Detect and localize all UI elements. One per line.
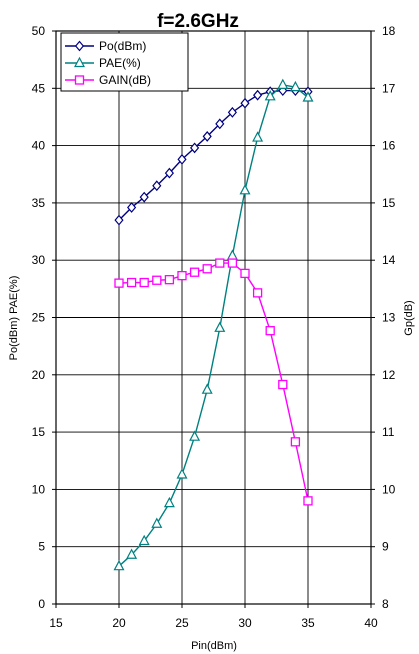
data-point-square [202,264,212,274]
data-point-square [139,277,149,288]
y-left-tick-label: 20 [32,368,46,382]
y-left-tick-label: 5 [38,540,45,554]
data-point-diamond [177,153,187,165]
y-right-tick-label: 8 [382,597,389,611]
data-point-square [177,271,187,281]
legend-label-triangle: PAE(%) [99,56,141,70]
data-point-diamond [190,142,200,154]
legend-marker-diamond [74,40,85,52]
data-point-square [215,258,225,268]
y-right-tick-label: 13 [382,311,396,325]
data-point-square [152,275,162,285]
y-left-tick-label: 10 [32,482,46,496]
y-left-tick-label: 40 [32,139,46,153]
y-right-tick-label: 16 [382,139,396,153]
grid [56,31,371,604]
y-right-tick-label: 12 [382,368,396,382]
data-point-triangle [302,91,314,102]
data-point-square [227,258,238,268]
y-left-tick-label: 25 [32,311,46,325]
data-point-triangle [113,559,125,571]
series [113,78,314,571]
data-point-diamond [215,118,225,130]
legend-label-square: GAIN(dB) [99,73,151,87]
data-point-triangle [264,90,276,101]
data-point-square [252,288,263,298]
data-point-square [290,437,301,447]
data-point-square [164,275,175,285]
data-point-triangle [126,548,138,559]
data-point-triangle [289,80,301,92]
data-point-square [303,496,313,506]
series-line-square [118,262,309,502]
data-point-square [114,278,124,288]
y-left-tick-label: 45 [32,81,46,95]
y-left-tick-label: 50 [32,24,46,38]
data-point-triangle [163,496,175,508]
y-axis-right-label: Gp(dB) [403,300,415,335]
data-point-triangle [277,78,289,89]
y-left-tick-label: 15 [32,425,46,439]
data-point-triangle [239,184,251,195]
data-point-triangle [189,430,201,441]
y-right-tick-label: 15 [382,196,396,210]
ticks: 15 20 25 30 35 40 0 5 10 15 20 25 30 35 40 45 50 8 9 10 11 12… [32,24,396,630]
data-point-triangle [176,468,188,479]
x-tick-label: 25 [175,616,189,630]
legend-marker-square [74,75,85,85]
chart-title: f=2.6GHz [157,11,239,32]
data-point-diamond [114,214,124,226]
y-left-tick-label: 35 [32,196,46,210]
data-point-triangle [201,383,213,394]
y-left-tick-label: 0 [38,597,45,611]
x-tick-label: 35 [301,616,315,630]
y-right-tick-label: 9 [382,540,389,554]
x-tick-label: 40 [364,616,378,630]
legend: Po(dBm) PAE(%) GAIN(dB) [60,32,189,92]
data-point-triangle [252,131,264,142]
data-point-diamond [227,106,237,118]
y-right-tick-label: 14 [382,253,396,267]
data-point-diamond [127,202,137,213]
data-point-diamond [240,97,250,109]
series-line-triangle [118,84,309,567]
data-point-diamond [152,180,162,192]
data-point-triangle [151,517,163,528]
data-point-triangle [138,534,150,546]
data-point-triangle [226,249,238,260]
data-point-diamond [139,191,149,203]
x-tick-label: 30 [238,616,252,630]
y-left-tick-label: 30 [32,253,46,267]
legend-marker-triangle [74,56,85,68]
x-tick-label: 15 [49,616,63,630]
data-point-square [189,267,200,277]
data-point-diamond [202,131,212,142]
x-tick-label: 20 [112,616,126,630]
data-point-square [126,277,137,288]
data-point-square [240,268,250,279]
data-point-square [278,379,288,390]
y-right-tick-label: 17 [382,81,396,95]
data-point-diamond [164,167,174,179]
y-right-tick-label: 10 [382,482,396,496]
data-point-square [265,326,275,336]
y-right-tick-label: 18 [382,24,396,38]
data-point-triangle [214,321,226,332]
legend-label-diamond: Po(dBm) [99,39,146,53]
y-right-tick-label: 11 [382,425,395,439]
y-axis-left-label: Po(dBm) PAE(%) [8,276,20,361]
x-axis-label: Pin(dBm) [191,640,237,652]
series-line-diamond [118,89,309,221]
data-point-diamond [253,89,263,101]
